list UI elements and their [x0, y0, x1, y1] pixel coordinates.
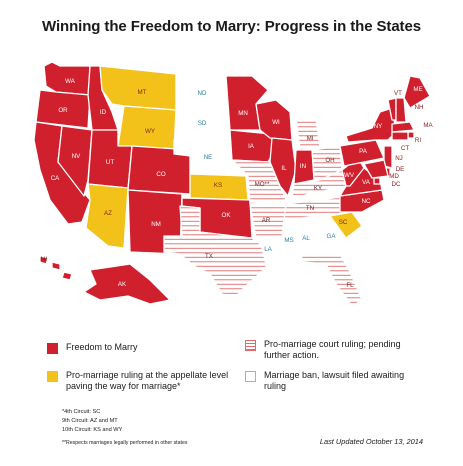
state-label-mi: MI [307, 135, 314, 142]
state-label-az: AZ [104, 210, 112, 217]
state-label-sd: SD [198, 120, 207, 127]
state-label-id: ID [100, 109, 107, 116]
state-label-vt: VT [394, 90, 402, 97]
state-ct [391, 131, 409, 141]
legend-freedom: Freedom to Marry [47, 342, 138, 354]
state-label-in: IN [300, 163, 306, 170]
state-label-tx: TX [205, 253, 213, 260]
state-dc [373, 177, 381, 185]
state-ms [281, 219, 299, 257]
state-label-ia: IA [248, 143, 255, 150]
state-me [403, 75, 431, 109]
state-nj [383, 145, 393, 169]
state-shapes [33, 61, 431, 307]
state-labels: WA OR CA NV ID MT WY UT CO AZ NM ND SD NE KS OK TX MN IA MO… [41, 78, 434, 289]
legend-swatch-ban-lawsuit [245, 371, 256, 382]
state-label-ne: NE [204, 154, 213, 161]
state-label-ar: AR [262, 217, 271, 224]
legend-ban-lawsuit: Marriage ban, lawsuit filed awaiting rul… [245, 370, 420, 392]
state-label-tn: TN [306, 205, 314, 212]
state-label-dc: DC [392, 181, 401, 188]
state-label-fl: FL [346, 282, 354, 289]
state-label-ak: AK [118, 281, 127, 288]
state-label-wv: WV [344, 172, 355, 179]
state-label-me: ME [413, 86, 422, 93]
state-mi [295, 117, 321, 151]
state-label-wi: WI [272, 119, 280, 126]
state-label-nv: NV [72, 153, 81, 160]
state-label-ky: KY [314, 185, 322, 192]
state-nv [57, 125, 93, 197]
state-il [269, 137, 297, 197]
state-label-pa: PA [359, 148, 368, 155]
us-states-map: WA OR CA NV ID MT WY UT CO AZ NM ND SD NE KS OK TX MN IA MO… [33, 61, 434, 307]
state-md [363, 159, 389, 179]
state-mt [99, 65, 177, 111]
state-nh [395, 97, 407, 123]
state-label-oh: OH [325, 157, 334, 164]
state-label-sc: SC [339, 219, 348, 226]
legend-pending-appellate-label: Pro-marriage ruling at the appellate lev… [66, 370, 229, 391]
state-label-ca: CA [51, 175, 60, 182]
footnote: **Respects marriages legally performed i… [62, 440, 188, 446]
state-hi [39, 255, 73, 281]
state-fl [299, 253, 363, 307]
legend-freedom-label: Freedom to Marry [66, 342, 138, 352]
map-title: Winning the Freedom to Marry: Progress i… [42, 18, 421, 35]
state-label-nm: NM [151, 221, 161, 228]
circuit-notes: *4th Circuit: SC 9th Circuit: AZ and MT … [62, 408, 122, 435]
circuit-note: 10th Circuit: KS and WY [62, 427, 123, 433]
legend-swatch-pending-appellate [47, 371, 58, 382]
state-label-va: VA [362, 179, 371, 186]
state-label-mo: MO** [255, 181, 270, 188]
state-label-ok: OK [222, 212, 232, 219]
state-label-ma: MA [423, 122, 433, 129]
state-label-or: OR [58, 107, 68, 114]
state-in [293, 149, 315, 185]
state-label-mn: MN [238, 110, 248, 117]
state-ri [407, 131, 415, 139]
state-or [35, 89, 91, 129]
state-label-ri: RI [415, 137, 421, 144]
state-ny [345, 107, 397, 143]
state-label-co: CO [156, 171, 165, 178]
state-label-wa: WA [65, 78, 76, 85]
state-ak [83, 263, 171, 305]
legend-ban-lawsuit-label: Marriage ban, lawsuit filed awaiting rul… [264, 370, 405, 391]
state-label-mt: MT [138, 89, 147, 96]
state-az [85, 183, 129, 249]
state-label-ms: MS [284, 237, 293, 244]
state-label-ks: KS [214, 182, 222, 189]
state-label-de: DE [396, 166, 405, 173]
circuit-note: *4th Circuit: SC [62, 409, 101, 415]
state-label-la: LA [264, 246, 272, 253]
state-la [255, 237, 287, 265]
state-label-nd: ND [198, 90, 207, 97]
state-tx [163, 205, 267, 297]
legend-swatch-court-ruling [245, 340, 256, 351]
state-label-il: IL [281, 165, 287, 172]
state-label-nc: NC [362, 198, 371, 205]
state-label-nj: NJ [395, 155, 403, 162]
state-label-ga: GA [327, 233, 337, 240]
state-label-al: AL [302, 235, 310, 242]
circuit-note: 9th Circuit: AZ and MT [62, 418, 118, 424]
state-label-ny: NY [374, 123, 383, 130]
state-label-wy: WY [145, 128, 155, 135]
state-label-md: MD [389, 173, 399, 180]
state-label-nh: NH [415, 104, 424, 111]
state-label-ut: UT [106, 159, 114, 166]
legend-pending-appellate: Pro-marriage ruling at the appellate lev… [47, 370, 247, 392]
legend-swatch-freedom [47, 343, 58, 354]
legend-court-ruling: Pro-marriage court ruling; pending furth… [245, 339, 420, 361]
state-sc [329, 211, 363, 239]
legend-court-ruling-label: Pro-marriage court ruling; pending furth… [264, 339, 401, 360]
last-updated: Last Updated October 13, 2014 [319, 437, 423, 446]
state-ma [391, 121, 415, 133]
state-label-hi: HI [41, 256, 47, 263]
state-label-ct: CT [401, 145, 409, 152]
